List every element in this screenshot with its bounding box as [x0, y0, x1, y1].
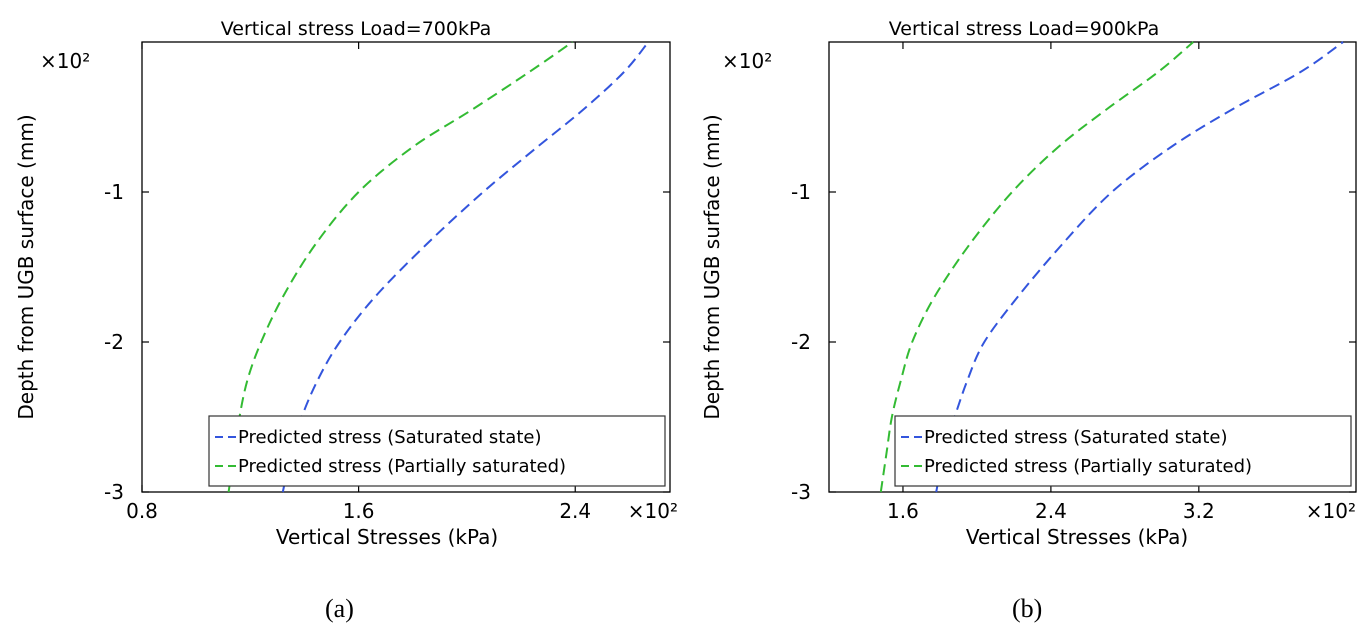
y-axis-label-b: Depth from UGB surface (mm) [700, 114, 724, 419]
caption-a: (a) [325, 594, 354, 623]
x-tick-label: 1.6 [343, 499, 375, 523]
x-tick-label: 1.6 [887, 499, 919, 523]
legend-label-partial-a: Predicted stress (Partially saturated) [238, 456, 566, 477]
legend-label-saturated-b: Predicted stress (Saturated state) [924, 427, 1228, 448]
legend-label-partial-b: Predicted stress (Partially saturated) [924, 456, 1252, 477]
series-line-partially-saturated [879, 41, 1194, 493]
chart-b: Vertical stress Load=900kPa ×10² ×10² Ve… [700, 18, 1357, 549]
y-multiplier-a: ×10² [40, 49, 90, 73]
x-tick-label: 2.4 [1035, 499, 1067, 523]
x-tick-label: 2.4 [559, 499, 591, 523]
y-ticks-a: -1 -2 -3 [104, 180, 670, 504]
y-tick-label: -3 [104, 480, 124, 504]
y-tick-label: -2 [791, 330, 811, 354]
y-axis-label-a: Depth from UGB surface (mm) [14, 114, 38, 419]
y-tick-label: -2 [104, 330, 124, 354]
chart-title-b: Vertical stress Load=900kPa [889, 18, 1159, 40]
x-axis-label-a: Vertical Stresses (kPa) [276, 525, 498, 549]
legend-a: Predicted stress (Saturated state) Predi… [208, 415, 666, 487]
y-tick-label: -1 [104, 180, 124, 204]
legend-b: Predicted stress (Saturated state) Predi… [894, 415, 1352, 487]
chart-title-a: Vertical stress Load=700kPa [221, 18, 491, 40]
y-multiplier-b: ×10² [722, 49, 772, 73]
caption-b: (b) [1012, 594, 1043, 623]
chart-a: Vertical stress Load=700kPa ×10² ×10² Ve… [14, 18, 678, 549]
x-tick-label: 3.2 [1183, 499, 1215, 523]
x-multiplier-b: ×10² [1306, 499, 1356, 523]
y-ticks-b: -1 -2 -3 [791, 180, 1356, 504]
legend-label-saturated-a: Predicted stress (Saturated state) [238, 427, 542, 448]
x-axis-label-b: Vertical Stresses (kPa) [966, 525, 1188, 549]
legend-box-a [208, 415, 666, 487]
x-tick-label: 0.8 [126, 499, 158, 523]
x-ticks-b: 1.6 2.4 3.2 [887, 42, 1215, 523]
x-ticks-a: 0.8 1.6 2.4 [126, 42, 591, 523]
legend-box-b [894, 415, 1352, 487]
y-tick-label: -3 [791, 480, 811, 504]
y-tick-label: -1 [791, 180, 811, 204]
x-multiplier-a: ×10² [628, 499, 678, 523]
